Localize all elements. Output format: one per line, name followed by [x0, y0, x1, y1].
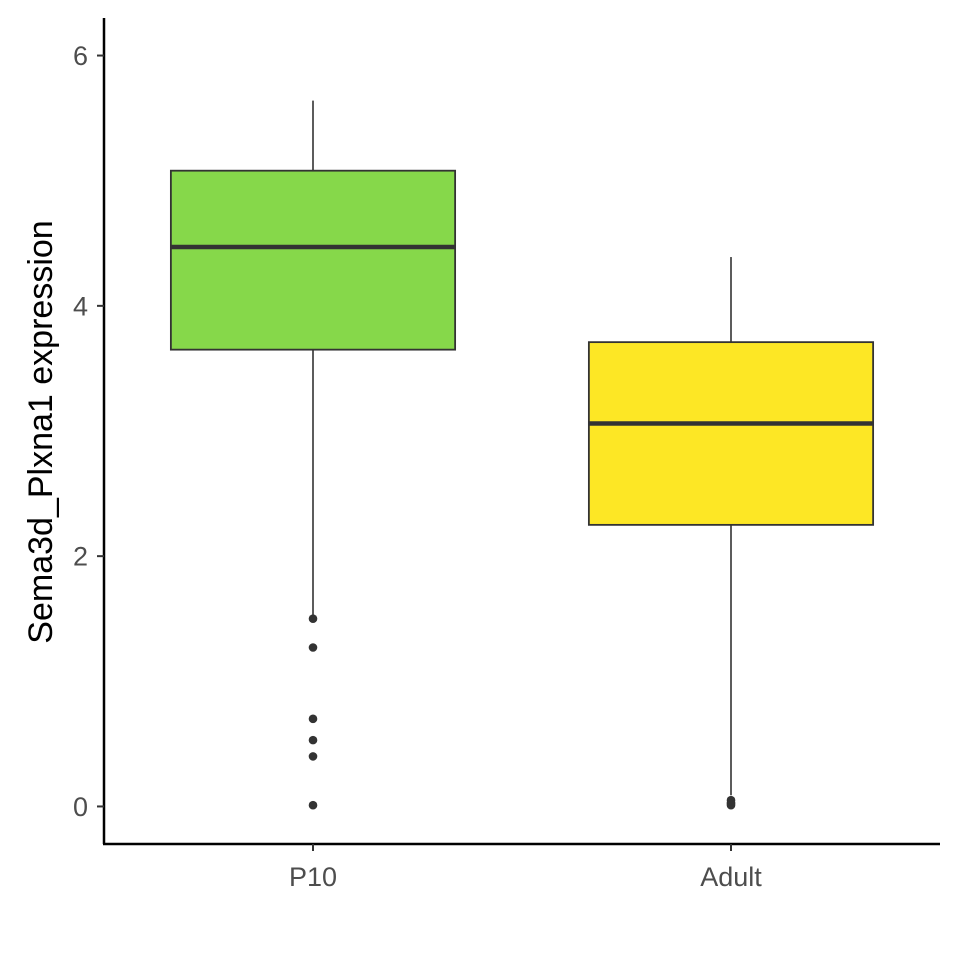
x-tick-label: Adult: [700, 862, 762, 892]
box-p10: [169, 100, 457, 810]
y-tick-label: 6: [73, 41, 88, 71]
outlier-point: [308, 735, 318, 745]
y-tick-label: 2: [73, 542, 88, 572]
y-axis-title: Sema3d_Plxna1 expression: [22, 220, 60, 643]
outlier-point: [726, 800, 736, 810]
x-tick-label: P10: [289, 862, 337, 892]
outlier-point: [308, 643, 318, 652]
box-iqr: [169, 169, 457, 351]
outlier-point: [308, 714, 318, 724]
axis-ticks: 0 2 4 6 P10 Adult: [73, 41, 762, 892]
plot-area: [169, 100, 875, 810]
outlier-point: [308, 752, 318, 761]
outlier-point: [308, 800, 318, 810]
y-tick-label: 0: [73, 792, 88, 822]
box-iqr: [587, 341, 875, 526]
y-tick-label: 4: [73, 291, 88, 321]
outlier-point: [308, 614, 318, 624]
box-adult: [587, 257, 875, 810]
